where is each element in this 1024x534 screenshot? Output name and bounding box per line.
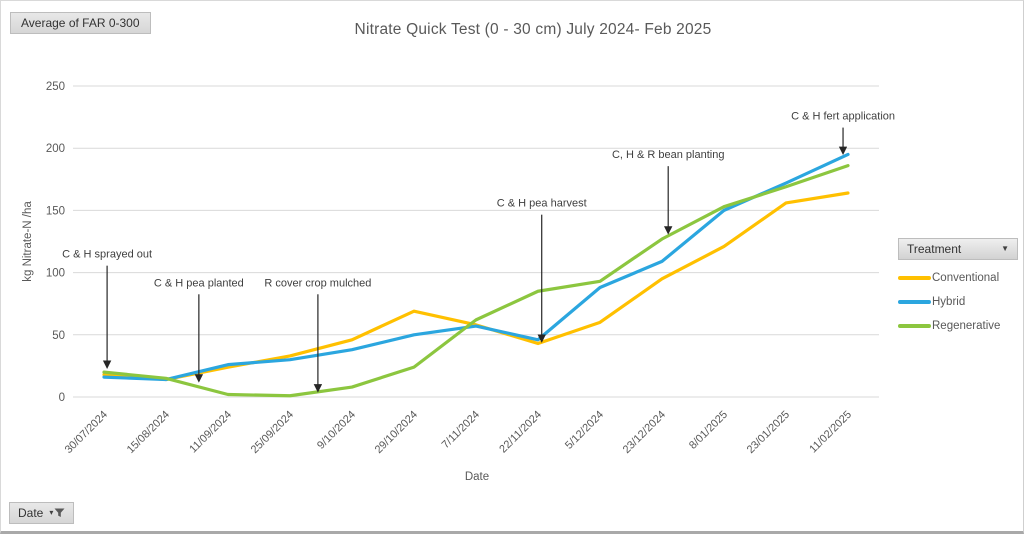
x-tick-label: 23/01/2025	[745, 409, 792, 456]
annotation-label: C & H fert application	[791, 111, 895, 123]
legend-items: Conventional Hybrid Regenerative	[898, 272, 1018, 332]
chart-title: Nitrate Quick Test (0 - 30 cm) July 2024…	[354, 21, 712, 38]
legend-field-button[interactable]: Treatment ▼	[898, 238, 1018, 260]
series-line-regenerative[interactable]	[102, 164, 850, 398]
y-tick-label: 100	[46, 268, 65, 280]
y-tick-label: 0	[59, 392, 65, 404]
x-tick-label: 5/12/2024	[563, 409, 606, 452]
annotation-label: C & H pea harvest	[497, 198, 587, 210]
x-tick-label: 9/10/2024	[315, 409, 358, 452]
y-axis-title: kg Nitrate-N /ha	[22, 201, 34, 282]
annotation-label: C, H & R bean planting	[612, 149, 725, 161]
x-tick-label: 7/11/2024	[440, 409, 483, 452]
x-tick-label: 25/09/2024	[249, 409, 296, 456]
x-tick-label: 15/08/2024	[125, 409, 172, 456]
legend-item-conventional[interactable]: Conventional	[898, 272, 1018, 284]
x-tick-label: 23/12/2024	[621, 409, 668, 456]
legend-field-label: Treatment	[907, 242, 962, 256]
legend-item-hybrid[interactable]: Hybrid	[898, 296, 1018, 308]
chevron-down-icon: ▼	[1001, 244, 1009, 253]
filter-funnel-icon	[54, 508, 65, 517]
x-axis-title: Date	[465, 471, 489, 483]
y-tick-label: 150	[46, 205, 65, 217]
x-tick-label: 30/07/2024	[63, 409, 110, 456]
x-tick-label: 11/09/2024	[187, 409, 234, 456]
axis-field-button[interactable]: Date ▾	[9, 502, 75, 524]
chevron-down-icon: ▾	[49, 508, 54, 517]
axis-field-label: Date	[18, 506, 44, 520]
annotation-label: R cover crop mulched	[264, 277, 371, 289]
annotation-label: C & H sprayed out	[62, 249, 152, 261]
x-tick-label: 11/02/2025	[807, 409, 854, 456]
legend-swatch-icon	[898, 276, 931, 280]
y-tick-label: 50	[52, 330, 65, 342]
legend-item-label: Hybrid	[932, 296, 966, 308]
value-field-button[interactable]: Average of FAR 0-300	[10, 12, 151, 34]
y-tick-label: 200	[46, 143, 65, 155]
legend: Treatment ▼ Conventional Hybrid Regenerati…	[898, 238, 1018, 332]
legend-item-regenerative[interactable]: Regenerative	[898, 320, 1018, 332]
y-tick-label: 250	[46, 81, 65, 93]
series-line-hybrid[interactable]	[102, 152, 850, 382]
x-tick-label: 8/01/2025	[687, 409, 730, 452]
filter-dropdown-group: ▾	[49, 508, 65, 518]
legend-item-label: Regenerative	[932, 320, 1001, 332]
legend-swatch-icon	[898, 300, 931, 304]
annotation-label: C & H pea planted	[154, 277, 244, 289]
legend-swatch-icon	[898, 324, 931, 328]
x-tick-label: 29/10/2024	[373, 409, 420, 456]
legend-item-label: Conventional	[932, 272, 1000, 284]
x-tick-label: 22/11/2024	[497, 409, 544, 456]
